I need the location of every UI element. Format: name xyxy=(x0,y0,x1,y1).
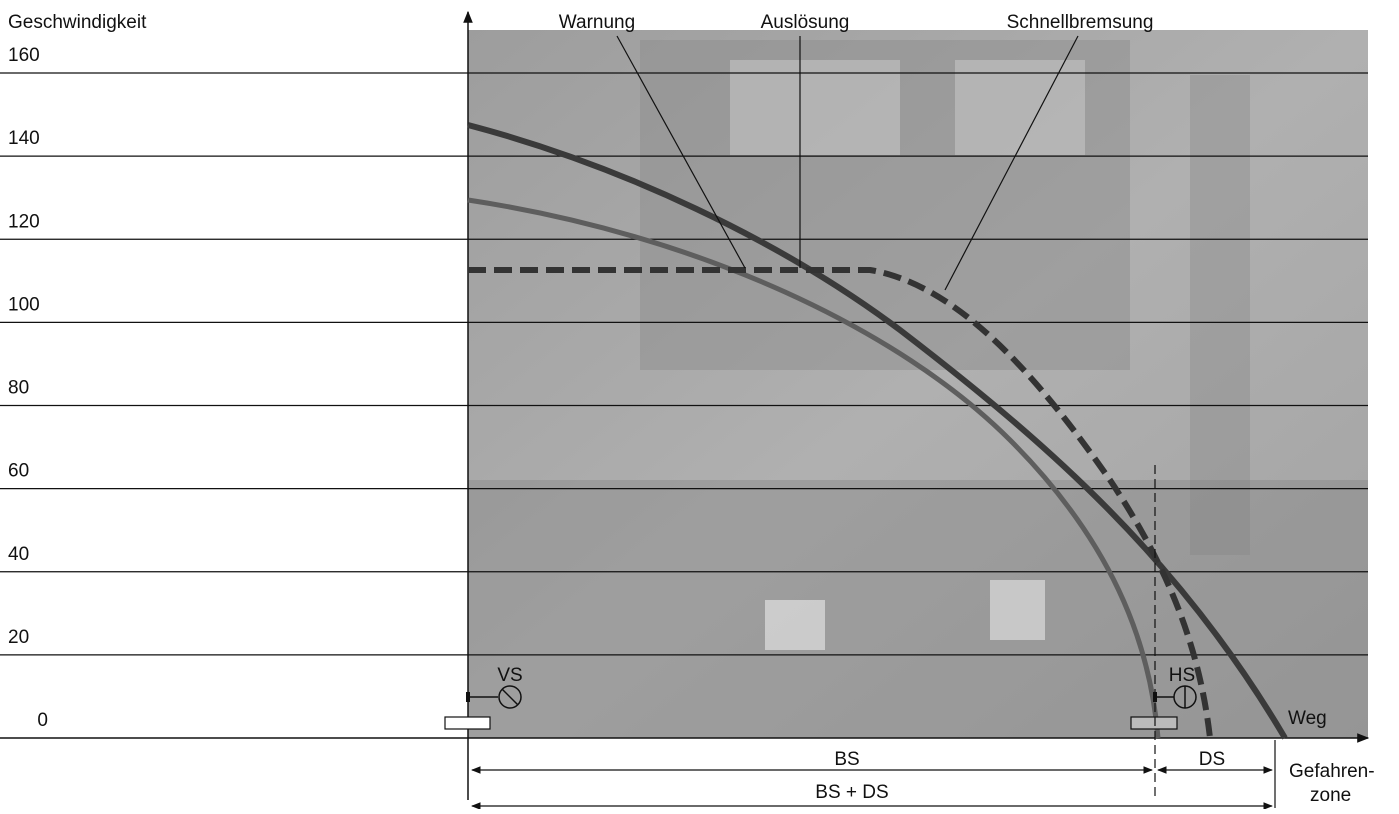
curve-label: Auslösung xyxy=(761,12,850,33)
marker-label: VS xyxy=(497,665,522,686)
y-tick-label: 0 xyxy=(37,710,48,731)
dimension-label: BS xyxy=(834,749,859,770)
y-tick-label: 20 xyxy=(8,627,29,648)
curve-label: Schnellbremsung xyxy=(1007,12,1154,33)
dimension-label: DS xyxy=(1199,749,1225,770)
y-tick-label: 100 xyxy=(8,294,40,315)
photo-background xyxy=(468,30,1368,738)
zone-label: zone xyxy=(1310,785,1351,806)
y-tick-label: 40 xyxy=(8,544,29,565)
dimension-label: BS + DS xyxy=(815,782,888,803)
y-tick-label: 160 xyxy=(8,45,40,66)
diagram: Geschwindigkeit Warnung Auslösung Schnel… xyxy=(0,0,1399,809)
page: Geschwindigkeit Warnung Auslösung Schnel… xyxy=(0,0,1399,814)
zone-label: Gefahren- xyxy=(1289,761,1375,782)
y-tick-label: 80 xyxy=(8,378,29,399)
y-tick-label: 140 xyxy=(8,128,40,149)
y-axis-label: Geschwindigkeit xyxy=(8,12,147,33)
y-tick-label: 120 xyxy=(8,211,40,232)
marker-label: HS xyxy=(1169,665,1195,686)
curve-label: Warnung xyxy=(559,12,635,33)
x-axis-label: Weg xyxy=(1288,708,1327,729)
y-tick-label: 60 xyxy=(8,461,29,482)
